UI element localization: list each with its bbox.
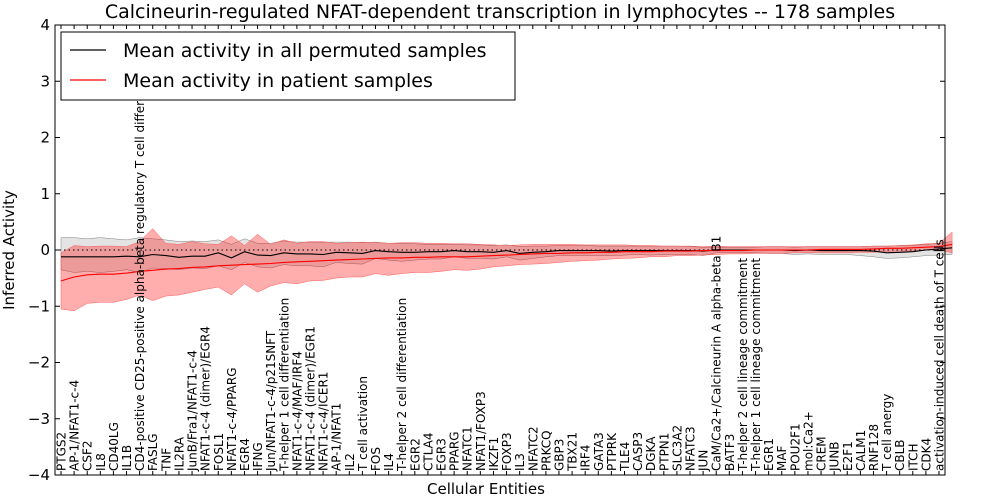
- x-tick-label: TNF: [159, 448, 173, 472]
- x-tick-label: IFNG: [251, 442, 265, 471]
- y-tick-label: −4: [28, 466, 50, 484]
- x-tick-label: IL4: [382, 453, 396, 471]
- x-tick-label: PPARG: [448, 431, 462, 471]
- patient-mean-line: [60, 243, 953, 282]
- x-tick-label: CREM: [815, 436, 829, 471]
- x-tick-label: CASP3: [631, 432, 645, 471]
- y-tick-label: 1: [40, 185, 50, 203]
- x-tick-label: FOSL1: [212, 433, 226, 471]
- x-tick-label: T-helper 2 cell differentiation: [395, 298, 409, 472]
- x-axis-label: Cellular Entities: [427, 480, 545, 498]
- x-tick-label: TLE4: [618, 442, 632, 472]
- x-tick-label: T cell anergy: [880, 394, 894, 472]
- x-tick-label: NFATC2: [526, 426, 540, 471]
- x-tick-label: IL1B: [120, 445, 134, 471]
- y-tick-label: −3: [28, 410, 50, 428]
- patient-range-band: [60, 228, 953, 312]
- x-tick-label: CTLA4: [421, 432, 435, 471]
- chart-title: Calcineurin-regulated NFAT-dependent tra…: [105, 1, 895, 23]
- x-tick-label: mol:Ca2+: [802, 411, 816, 471]
- x-tick-label: T cell activation: [356, 376, 370, 472]
- y-tick-label: −1: [28, 297, 50, 315]
- x-tick-label: IL2: [343, 453, 357, 471]
- x-tick-label: IL8: [94, 453, 108, 471]
- x-tick-label: IL2RA: [172, 436, 186, 471]
- x-tick-label: JunB/Fra1/NFAT1-c-4: [186, 350, 200, 472]
- x-tick-label: T-helper 2 cell lineage commitment: [736, 258, 750, 472]
- x-tick-label: PTPRK: [605, 432, 619, 471]
- x-tick-label: T-helper 1 cell lineage commitment: [749, 258, 763, 472]
- x-tick-label: EGR3: [435, 438, 449, 471]
- x-tick-label: Jun/NFAT1-c-4/p21SNFT: [264, 330, 278, 472]
- x-tick-label: CaM/Ca2+/Calcineurin A alpha-beta B1: [710, 236, 724, 471]
- legend: Mean activity in all permuted samples Me…: [60, 31, 516, 101]
- x-tick-label: NFAT1-c-4/PPARG: [225, 367, 239, 471]
- x-tick-label: DGKA: [644, 436, 658, 471]
- x-tick-label: PTGS2: [55, 432, 69, 471]
- x-tick-label: NFAT1-c-4/MAF/IRF4: [290, 351, 304, 471]
- x-tick-label: AP-1/NFAT1: [330, 403, 344, 471]
- x-tick-label: SLC3A2: [670, 425, 684, 471]
- y-tick-label: 0: [40, 241, 50, 259]
- x-tick-label: CD40LG: [107, 422, 121, 471]
- x-tick-label: TBX21: [566, 432, 580, 472]
- x-tick-label: NFAT1-c-4 (dimer)/EGR1: [304, 326, 318, 471]
- y-tick-label: 3: [40, 72, 50, 90]
- legend-label-permuted: Mean activity in all permuted samples: [123, 40, 486, 62]
- x-tick-label: GBP3: [553, 439, 567, 471]
- x-tick-label: NFATC1: [461, 426, 475, 471]
- legend-box: [60, 31, 516, 101]
- x-tick-label: activation-induced cell death of T cells: [933, 239, 947, 471]
- x-tick-label: PRKCQ: [539, 430, 553, 471]
- x-tick-label: IKZF1: [487, 437, 501, 471]
- x-tick-label: IRF4: [579, 445, 593, 471]
- y-axis-label: Inferred Activity: [0, 190, 18, 310]
- x-tick-label: CDK4: [919, 438, 933, 471]
- x-tick-label: EGR1: [762, 438, 776, 471]
- x-tick-label: MAF: [775, 445, 789, 471]
- y-tick-label: −2: [28, 354, 50, 372]
- x-tick-label: CD4-positive CD25-positive alpha-beta re…: [133, 48, 147, 471]
- x-tick-label: FOXP3: [500, 432, 514, 471]
- x-tick-label: FOS: [369, 447, 383, 471]
- x-tick-label: GATA3: [592, 432, 606, 471]
- x-tick-label: AP-1/NFAT1-c-4: [68, 380, 82, 471]
- x-tick-label: NFAT1-c-4 (dimer)/EGR4: [199, 326, 213, 471]
- x-tick-label: PTPN1: [657, 433, 671, 471]
- x-tick-label: CBLB: [893, 439, 907, 471]
- y-tick-label: 2: [40, 129, 50, 147]
- x-tick-label: E2F1: [841, 441, 855, 471]
- x-tick-label: RNF128: [867, 424, 881, 471]
- x-tick-label: EGR2: [408, 438, 422, 471]
- x-tick-label: EGR4: [238, 438, 252, 471]
- x-tick-label: FASLG: [146, 433, 160, 471]
- x-tick-label: CSF2: [81, 440, 95, 471]
- x-tick-label: CALM1: [854, 430, 868, 471]
- x-tick-label: T-helper 1 cell differentiation: [277, 298, 291, 472]
- x-tick-label: JUN: [697, 450, 711, 472]
- x-tick-label: NFAT1-c-4/ICER1: [317, 372, 331, 471]
- x-tick-label: BATF3: [723, 434, 737, 471]
- legend-label-patient: Mean activity in patient samples: [123, 70, 433, 92]
- x-tick-label: ITCH: [906, 443, 920, 471]
- x-tick-label: IL3: [513, 453, 527, 471]
- x-tick-label: JUNB: [828, 441, 842, 472]
- y-tick-label: 4: [40, 16, 50, 34]
- x-tick-label: NFATC3: [684, 426, 698, 471]
- plot-frame: [54, 24, 946, 476]
- x-tick-label: POU2F1: [788, 423, 802, 471]
- x-tick-label: NFAT1/FOXP3: [474, 391, 488, 471]
